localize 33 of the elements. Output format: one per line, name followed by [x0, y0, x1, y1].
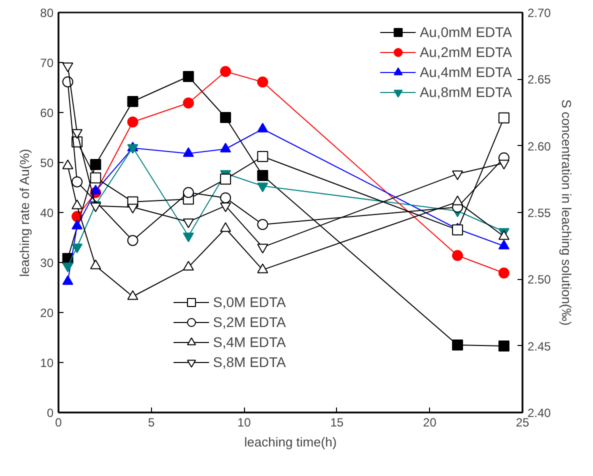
- y-tick-label: 80: [40, 6, 54, 20]
- y2-tick-label: 2.40: [528, 406, 552, 420]
- x-tick-label: 20: [423, 416, 437, 430]
- y2-axis-title: S concentration in leaching solution(‰): [558, 99, 574, 326]
- y-tick-label: 50: [40, 156, 54, 170]
- y2-tick-label: 2.65: [528, 72, 552, 87]
- y-tick-label: 10: [40, 356, 54, 370]
- x-tick-label: 0: [55, 416, 62, 430]
- x-tick-label: 10: [237, 416, 252, 430]
- legend-label: S,2M EDTA: [213, 314, 286, 330]
- x-tick-label: 5: [148, 416, 155, 430]
- legend-label: S,4M EDTA: [213, 334, 286, 350]
- x-tick-label: 25: [516, 416, 530, 430]
- y2-tick-label: 2.70: [528, 6, 552, 20]
- x-tick-label: 15: [330, 416, 344, 430]
- legend-label: Au,0mM EDTA: [420, 24, 512, 40]
- y2-tick-label: 2.45: [528, 339, 552, 354]
- y-tick-label: 20: [40, 306, 54, 320]
- y-tick-label: 40: [40, 206, 54, 220]
- legend-label: S,8M EDTA: [213, 354, 286, 370]
- legend-label: Au,8mM EDTA: [420, 84, 512, 100]
- y-tick-label: 0: [46, 406, 54, 420]
- y-tick-label: 60: [40, 106, 54, 120]
- y2-tick-label: 2.60: [528, 139, 552, 154]
- legend-label: Au,2mM EDTA: [420, 44, 512, 60]
- y-tick-label: 30: [40, 256, 54, 270]
- legend-label: Au,4mM EDTA: [420, 64, 512, 80]
- y-axis-title: leaching rate of Au(%): [17, 148, 32, 277]
- y2-tick-label: 2.55: [528, 206, 552, 220]
- y-tick-label: 70: [40, 56, 54, 70]
- x-axis-title: leaching time(h): [244, 434, 337, 450]
- legend-label: S,0M EDTA: [213, 294, 286, 310]
- y2-tick-label: 2.50: [528, 272, 552, 287]
